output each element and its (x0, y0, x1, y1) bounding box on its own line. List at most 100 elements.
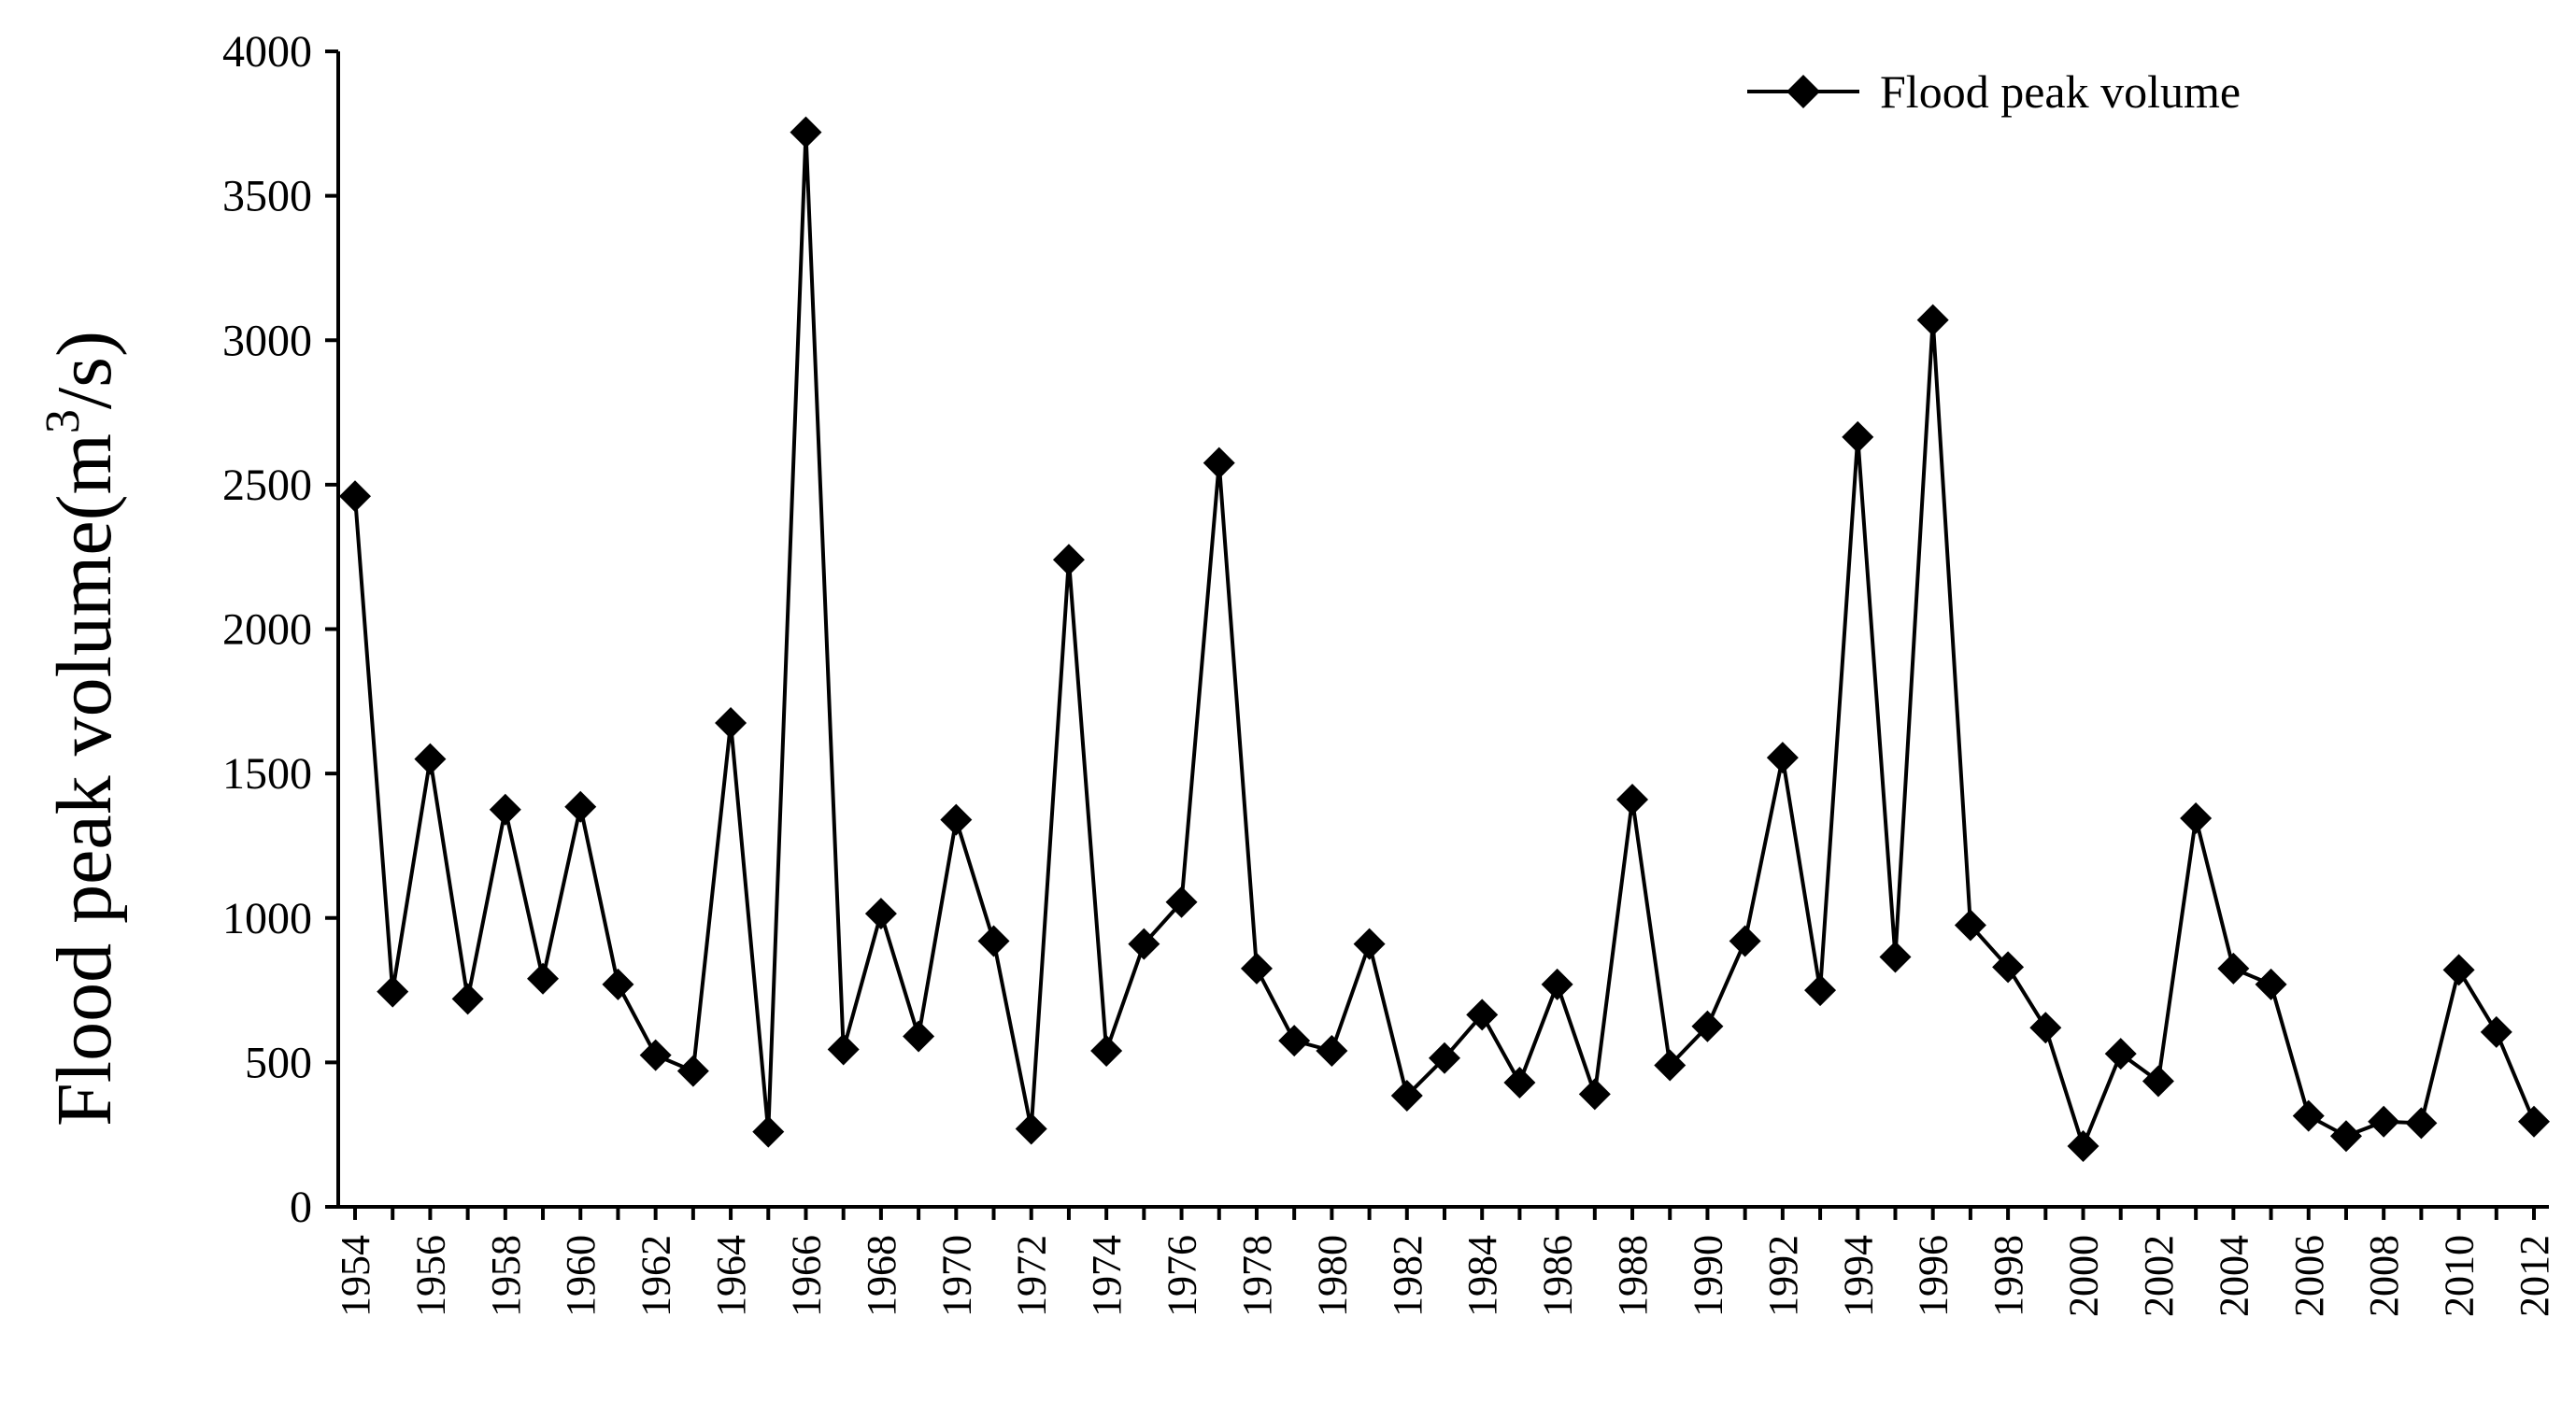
data-point-1955 (377, 975, 409, 1008)
data-point-2009 (2405, 1107, 2438, 1140)
data-point-1958 (489, 793, 521, 826)
data-point-1991 (1729, 925, 1761, 957)
data-point-1982 (1390, 1079, 1423, 1112)
data-point-1973 (1052, 544, 1085, 576)
x-tick-label: 1968 (859, 1235, 904, 1317)
data-point-2011 (2480, 1015, 2512, 1048)
data-point-1986 (1541, 968, 1573, 1000)
data-point-1968 (864, 898, 897, 930)
data-point-1971 (977, 925, 1010, 957)
y-tick-label: 2000 (222, 605, 312, 655)
y-tick-label: 500 (245, 1038, 312, 1087)
data-point-1957 (451, 983, 484, 1015)
data-point-1962 (639, 1039, 672, 1071)
data-point-1970 (940, 803, 973, 836)
data-point-1961 (602, 968, 634, 1000)
data-point-2010 (2442, 954, 2475, 986)
data-point-2004 (2217, 952, 2250, 985)
data-point-1996 (1916, 304, 1949, 336)
data-point-2001 (2104, 1038, 2137, 1070)
x-tick-label: 2010 (2437, 1235, 2483, 1317)
x-tick-label: 1976 (1160, 1235, 1205, 1317)
x-tick-label: 1982 (1385, 1235, 1430, 1317)
data-point-1984 (1466, 999, 1499, 1031)
data-point-1966 (790, 116, 822, 149)
x-tick-label: 1966 (783, 1235, 829, 1317)
data-point-1998 (1992, 951, 2025, 984)
series-flood-peak-volume (339, 116, 2550, 1163)
data-point-2006 (2292, 1099, 2325, 1132)
x-tick-label: 1970 (933, 1235, 979, 1317)
data-point-2008 (2368, 1105, 2400, 1138)
data-point-1978 (1240, 952, 1273, 985)
data-point-2000 (2067, 1130, 2099, 1163)
data-point-1972 (1015, 1112, 1047, 1145)
data-point-1987 (1578, 1078, 1611, 1111)
x-tick-label: 1986 (1535, 1235, 1581, 1317)
x-tick-label: 1994 (1835, 1235, 1881, 1317)
data-point-1983 (1429, 1041, 1460, 1074)
series-line (353, 132, 2536, 1152)
data-point-1969 (903, 1020, 935, 1053)
data-point-2002 (2142, 1065, 2174, 1098)
data-point-1974 (1090, 1035, 1123, 1068)
data-point-1995 (1879, 941, 1912, 973)
x-tick-label: 2002 (2136, 1235, 2182, 1317)
y-tick-label: 3500 (222, 172, 312, 221)
x-tick-label: 1964 (708, 1235, 754, 1317)
data-point-1990 (1691, 1010, 1724, 1042)
y-tick-label: 0 (290, 1183, 312, 1232)
data-point-1992 (1766, 742, 1799, 774)
x-tick-label: 1958 (483, 1235, 529, 1317)
x-tick-label: 1974 (1084, 1235, 1130, 1317)
data-point-1959 (527, 962, 560, 995)
data-point-1994 (1842, 420, 1874, 453)
data-point-1960 (564, 790, 597, 823)
legend-label: Flood peak volume (1880, 65, 2241, 118)
x-tick-label: 1960 (558, 1235, 604, 1317)
data-point-1965 (752, 1115, 785, 1148)
data-point-1976 (1165, 886, 1198, 918)
x-tick-label: 1990 (1685, 1235, 1730, 1317)
data-point-1985 (1503, 1067, 1536, 1099)
x-tick-label: 1996 (1911, 1235, 1957, 1317)
y-axis-label: Flood peak volume(m3/s) (36, 331, 128, 1127)
x-tick-label: 1978 (1234, 1235, 1280, 1317)
x-tick-label: 1956 (407, 1235, 453, 1317)
x-axis-ticks: 1954 1956 1958 1960 1962 1964 1966 1968 1970 1972… (333, 1207, 2557, 1317)
y-tick-label: 1500 (222, 749, 312, 799)
data-point-1989 (1654, 1049, 1686, 1082)
y-tick-label: 3000 (222, 316, 312, 365)
y-tick-label: 1000 (222, 894, 312, 943)
x-tick-label: 1998 (1985, 1235, 2031, 1317)
x-tick-label: 2008 (2361, 1235, 2407, 1317)
data-point-2003 (2180, 802, 2213, 835)
x-tick-label: 2006 (2286, 1235, 2332, 1317)
data-point-1993 (1804, 974, 1837, 1007)
data-point-1963 (676, 1055, 709, 1087)
x-tick-label: 1988 (1610, 1235, 1656, 1317)
x-tick-label: 1972 (1009, 1235, 1055, 1317)
x-tick-label: 1980 (1309, 1235, 1355, 1317)
data-point-1980 (1316, 1035, 1348, 1068)
data-point-1988 (1616, 783, 1649, 815)
x-tick-label: 1984 (1459, 1235, 1505, 1317)
data-point-1954 (339, 480, 371, 513)
data-point-1981 (1353, 928, 1386, 960)
legend: Flood peak volume (1747, 65, 2241, 118)
data-point-1967 (827, 1033, 860, 1066)
data-point-1997 (1954, 909, 1986, 942)
x-tick-label: 1954 (333, 1235, 378, 1317)
data-point-2005 (2255, 968, 2287, 1000)
data-point-2012 (2518, 1105, 2550, 1138)
data-point-1964 (715, 707, 747, 740)
x-tick-label: 1962 (633, 1235, 679, 1317)
data-point-1956 (414, 743, 447, 775)
y-axis-title: Flood peak volume(m3/s) (36, 331, 128, 1127)
data-point-1977 (1203, 446, 1235, 479)
x-tick-label: 1992 (1760, 1235, 1806, 1317)
x-tick-label: 2004 (2211, 1235, 2256, 1317)
x-tick-label: 2000 (2061, 1235, 2107, 1317)
data-point-1979 (1278, 1025, 1311, 1057)
